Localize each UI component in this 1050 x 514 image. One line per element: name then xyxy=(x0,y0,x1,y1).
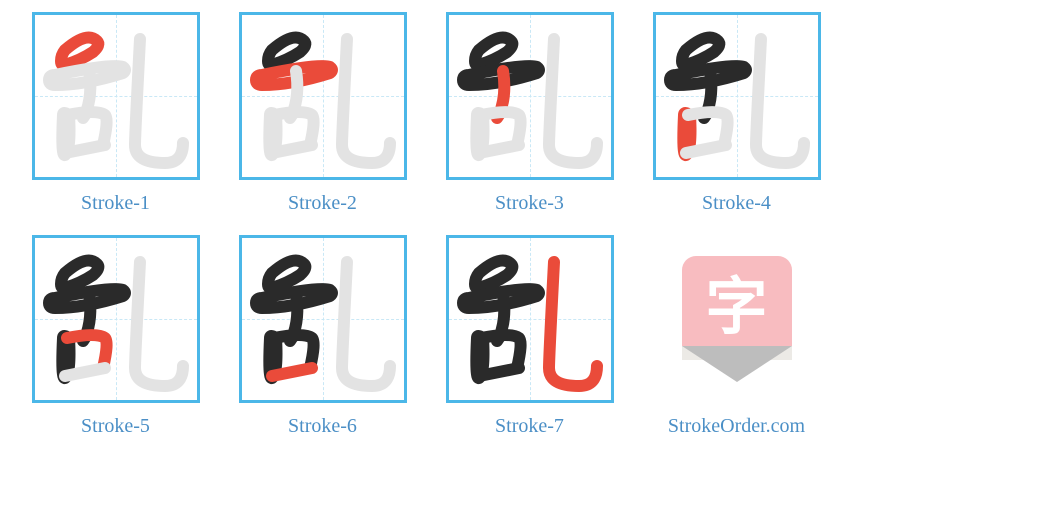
character-svg xyxy=(449,238,611,400)
character-svg xyxy=(242,15,404,177)
stroke-cell-2: Stroke-2 xyxy=(219,12,426,215)
stroke-grid: Stroke-1 Stroke-2 Stroke-3 Stroke-4 xyxy=(12,12,1038,458)
character-svg xyxy=(242,238,404,400)
stroke-box xyxy=(32,235,200,403)
stroke-box xyxy=(239,12,407,180)
stroke-label: Stroke-2 xyxy=(288,192,357,215)
stroke-label: Stroke-6 xyxy=(288,415,357,438)
stroke-label: Stroke-4 xyxy=(702,192,771,215)
stroke-label: Stroke-1 xyxy=(81,192,150,215)
stroke-box xyxy=(32,12,200,180)
stroke-cell-5: Stroke-5 xyxy=(12,235,219,438)
logo-cell: 字 StrokeOrder.com xyxy=(633,235,840,458)
logo-wrap: 字 xyxy=(682,256,792,382)
stroke-label: Stroke-7 xyxy=(495,415,564,438)
stroke-cell-1: Stroke-1 xyxy=(12,12,219,215)
character-svg xyxy=(35,238,197,400)
stroke-cell-4: Stroke-4 xyxy=(633,12,840,215)
stroke-box xyxy=(446,12,614,180)
stroke-box xyxy=(239,235,407,403)
character-svg xyxy=(35,15,197,177)
logo-glyph-box: 字 xyxy=(682,256,792,346)
site-logo: 字 xyxy=(653,235,821,403)
logo-pencil-tip-icon xyxy=(682,346,792,382)
stroke-label: Stroke-3 xyxy=(495,192,564,215)
character-svg xyxy=(449,15,611,177)
stroke-cell-7: Stroke-7 xyxy=(426,235,633,438)
stroke-cell-6: Stroke-6 xyxy=(219,235,426,438)
site-label: StrokeOrder.com xyxy=(668,415,805,438)
character-svg xyxy=(656,15,818,177)
stroke-box xyxy=(653,12,821,180)
stroke-cell-3: Stroke-3 xyxy=(426,12,633,215)
stroke-box xyxy=(446,235,614,403)
stroke-label: Stroke-5 xyxy=(81,415,150,438)
